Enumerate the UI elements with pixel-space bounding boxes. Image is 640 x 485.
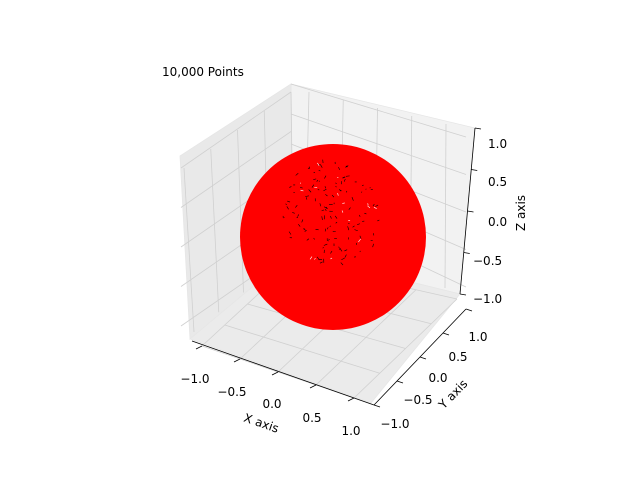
tick-mark bbox=[471, 170, 477, 171]
x-tick-label: −1.0 bbox=[180, 372, 209, 386]
tick-mark bbox=[466, 309, 472, 311]
tick-mark bbox=[310, 385, 316, 388]
tick-mark bbox=[468, 211, 474, 212]
tick-mark bbox=[272, 372, 278, 375]
tick-mark bbox=[234, 359, 240, 362]
tick-mark bbox=[397, 381, 403, 383]
x-tick-label: −0.5 bbox=[217, 385, 246, 399]
tick-mark bbox=[420, 357, 426, 359]
tick-mark bbox=[475, 128, 481, 129]
z-axis-label: Z axis bbox=[514, 195, 528, 231]
y-tick-label: 0.5 bbox=[448, 350, 467, 364]
tick-mark bbox=[460, 294, 466, 295]
tick-mark bbox=[374, 405, 380, 407]
sphere-points-body bbox=[240, 144, 426, 330]
tick-mark bbox=[443, 333, 449, 335]
tick-mark bbox=[464, 253, 470, 254]
y-tick-label: 1.0 bbox=[468, 330, 487, 344]
z-tick-label: 0.5 bbox=[488, 175, 507, 189]
y-tick-label: −1.0 bbox=[380, 417, 409, 431]
x-tick-label: 0.0 bbox=[262, 397, 281, 411]
z-tick-label: −1.0 bbox=[473, 292, 502, 306]
z-tick-label: 0.0 bbox=[488, 215, 507, 229]
scatter-series-sphere bbox=[240, 144, 426, 330]
tick-mark bbox=[196, 346, 202, 349]
z-tick-label: 1.0 bbox=[488, 137, 507, 151]
x-tick-label: 0.5 bbox=[302, 411, 321, 425]
tick-mark bbox=[348, 398, 354, 401]
y-tick-label: 0.0 bbox=[428, 371, 447, 385]
x-tick-label: 1.0 bbox=[341, 424, 360, 438]
z-tick-labels: 1.0 0.5 0.0 −0.5 −1.0 bbox=[473, 137, 507, 306]
z-tick-label: −0.5 bbox=[473, 254, 502, 268]
y-tick-label: −0.5 bbox=[403, 393, 432, 407]
chart-title: 10,000 Points bbox=[162, 65, 244, 79]
x-axis-label: X axis bbox=[242, 411, 281, 436]
